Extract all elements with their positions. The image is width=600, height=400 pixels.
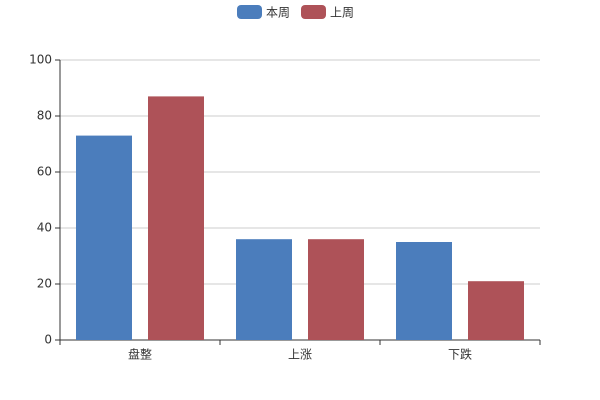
bar: [396, 242, 452, 340]
bar: [308, 239, 364, 340]
y-tick-label: 100: [29, 53, 52, 67]
x-tick-label: 盘整: [128, 347, 152, 362]
legend-swatch[interactable]: [237, 5, 262, 19]
y-tick-label: 40: [37, 221, 52, 235]
bar: [148, 96, 204, 341]
legend-swatch[interactable]: [301, 5, 326, 19]
x-tick-label: 上涨: [288, 347, 312, 362]
bar: [76, 135, 132, 340]
y-tick-label: 20: [37, 277, 52, 291]
y-tick-label: 0: [44, 333, 52, 347]
y-tick-label: 80: [37, 109, 52, 123]
y-tick-label: 60: [37, 165, 52, 179]
x-tick-label: 下跌: [448, 347, 472, 362]
legend-label[interactable]: 本周: [266, 6, 290, 20]
bar: [468, 281, 524, 340]
bar: [236, 239, 292, 340]
legend-label[interactable]: 上周: [330, 6, 354, 20]
